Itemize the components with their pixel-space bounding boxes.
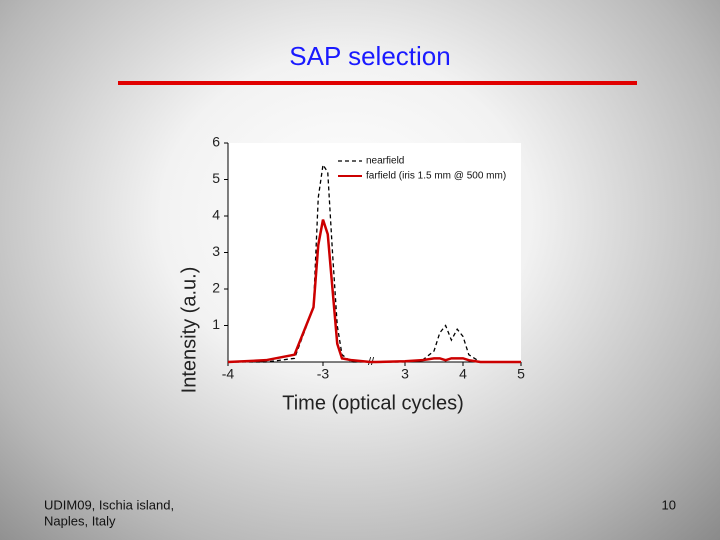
x-tick-label: 4 bbox=[459, 366, 467, 382]
y-tick-label: 6 bbox=[212, 134, 220, 150]
legend-label: farfield (iris 1.5 mm @ 500 mm) bbox=[366, 171, 506, 182]
footer: Naples, Italy bbox=[44, 513, 116, 528]
x-tick-label: -4 bbox=[222, 366, 235, 382]
x-axis-label: Time (optical cycles) bbox=[282, 392, 464, 414]
y-tick-label: 2 bbox=[212, 280, 220, 296]
y-tick-label: 3 bbox=[212, 243, 220, 259]
y-tick-label: 4 bbox=[212, 207, 220, 223]
slide-title: SAP selection bbox=[289, 41, 450, 71]
x-tick-label: -3 bbox=[317, 366, 330, 382]
page-number: 10 bbox=[662, 497, 676, 512]
legend-label: nearfield bbox=[366, 156, 404, 167]
footer: UDIM09, Ischia island, bbox=[44, 497, 174, 512]
y-tick-label: 5 bbox=[212, 170, 220, 186]
x-tick-label: 3 bbox=[401, 366, 409, 382]
series-line bbox=[227, 219, 521, 364]
y-axis-label: Intensity (a.u.) bbox=[178, 267, 200, 394]
plot-area bbox=[228, 143, 521, 362]
y-tick-label: 1 bbox=[212, 316, 220, 332]
x-tick-label: 5 bbox=[517, 366, 525, 382]
